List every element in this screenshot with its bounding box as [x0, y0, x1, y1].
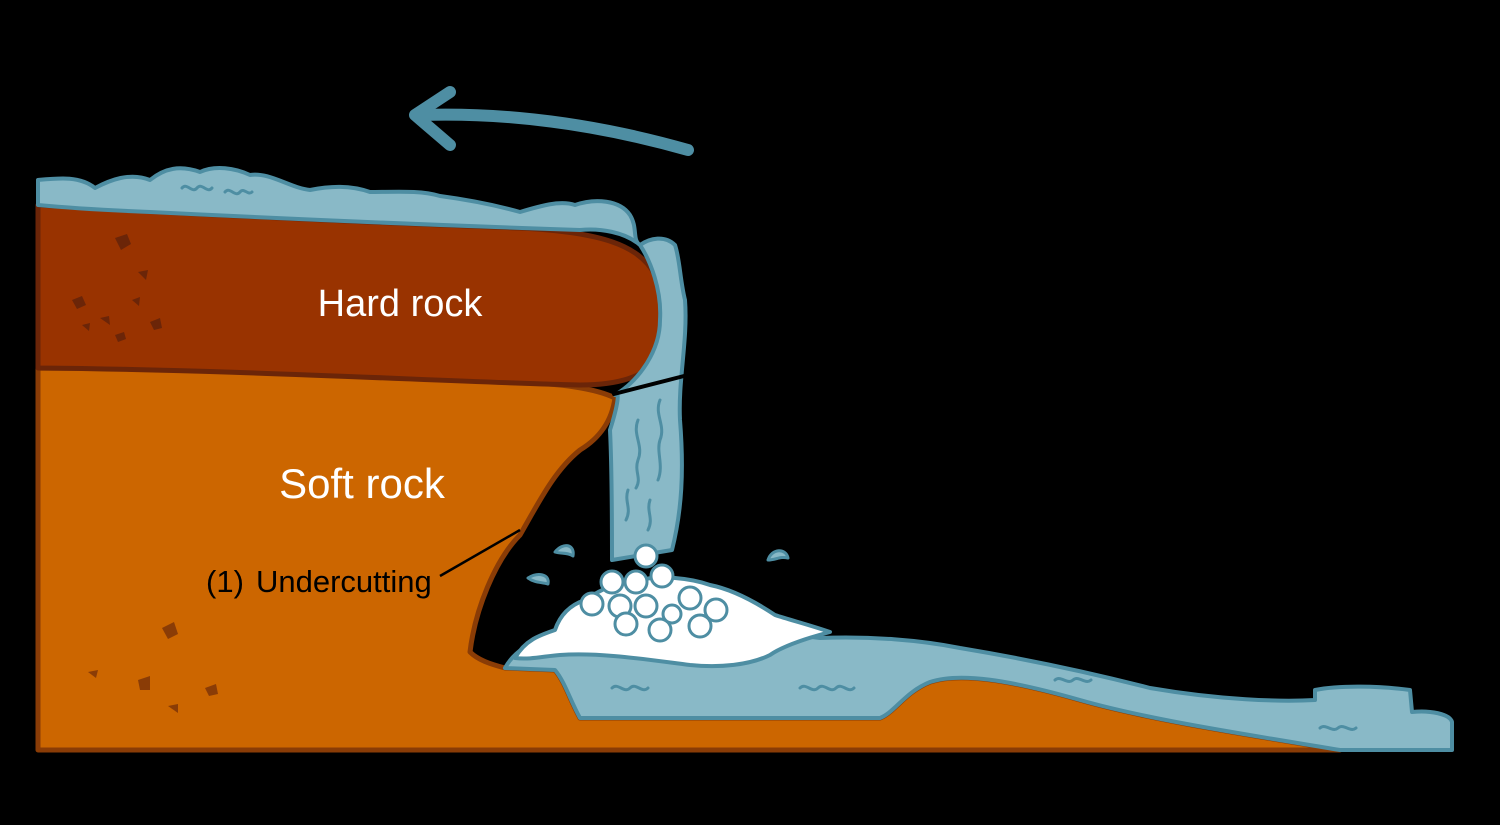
waterfall-streaks [624, 398, 664, 532]
undercutting-leader-line [439, 528, 521, 578]
water-droplets [526, 544, 790, 586]
erosion-crack-line [612, 374, 686, 396]
hard-rock-label: Hard rock [318, 283, 484, 325]
flow-direction-arrow-icon [409, 86, 694, 156]
surface-ripples [180, 184, 254, 196]
river-ripples [610, 677, 1358, 731]
river-surface-water [36, 166, 688, 562]
undercutting-number-label: (1) [206, 564, 244, 599]
hard-rock-speckles [72, 234, 162, 342]
soft-rock-speckles [88, 622, 218, 713]
soft-rock-label: Soft rock [279, 460, 446, 507]
foam-bubbles [579, 543, 729, 643]
undercutting-label: Undercutting [256, 564, 432, 599]
